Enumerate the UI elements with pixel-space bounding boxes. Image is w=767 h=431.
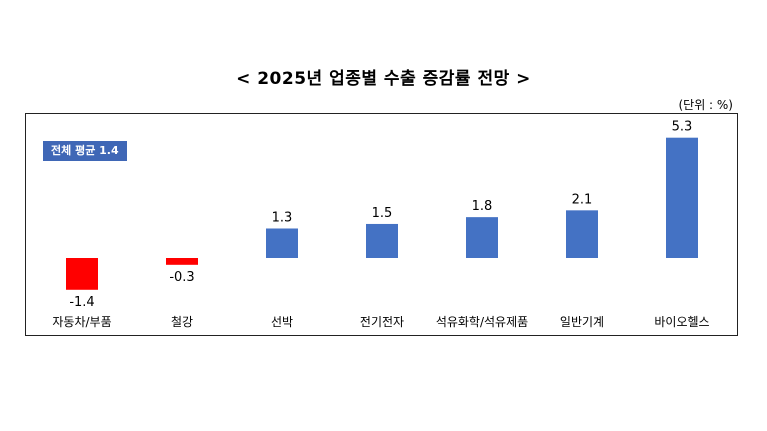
bar bbox=[266, 228, 298, 258]
unit-label: (단위 : %) bbox=[678, 98, 733, 112]
category-label: 자동차/부품 bbox=[52, 315, 111, 329]
data-label: 5.3 bbox=[672, 120, 693, 135]
bar bbox=[466, 217, 498, 258]
chart-title: < 2025년 업종별 수출 증감률 전망 > bbox=[236, 69, 531, 89]
bar bbox=[566, 210, 598, 258]
average-badge: 전체 평균 1.4 bbox=[43, 141, 127, 161]
category-label: 전기전자 bbox=[360, 315, 404, 329]
chart-frame bbox=[25, 113, 738, 336]
data-label: -0.3 bbox=[169, 270, 194, 285]
bar bbox=[366, 223, 398, 258]
bar bbox=[166, 258, 198, 265]
bar bbox=[666, 137, 698, 258]
category-label: 선박 bbox=[271, 315, 293, 329]
category-label: 철강 bbox=[171, 315, 193, 329]
data-label: 1.8 bbox=[472, 199, 493, 214]
category-label: 바이오헬스 bbox=[654, 315, 709, 329]
data-label: 2.1 bbox=[572, 192, 593, 207]
bar bbox=[66, 258, 98, 290]
category-label: 석유화학/석유제품 bbox=[436, 315, 528, 329]
data-label: -1.4 bbox=[69, 295, 94, 310]
data-label: 1.3 bbox=[272, 210, 293, 225]
category-label: 일반기계 bbox=[560, 315, 604, 329]
data-label: 1.5 bbox=[372, 206, 393, 221]
